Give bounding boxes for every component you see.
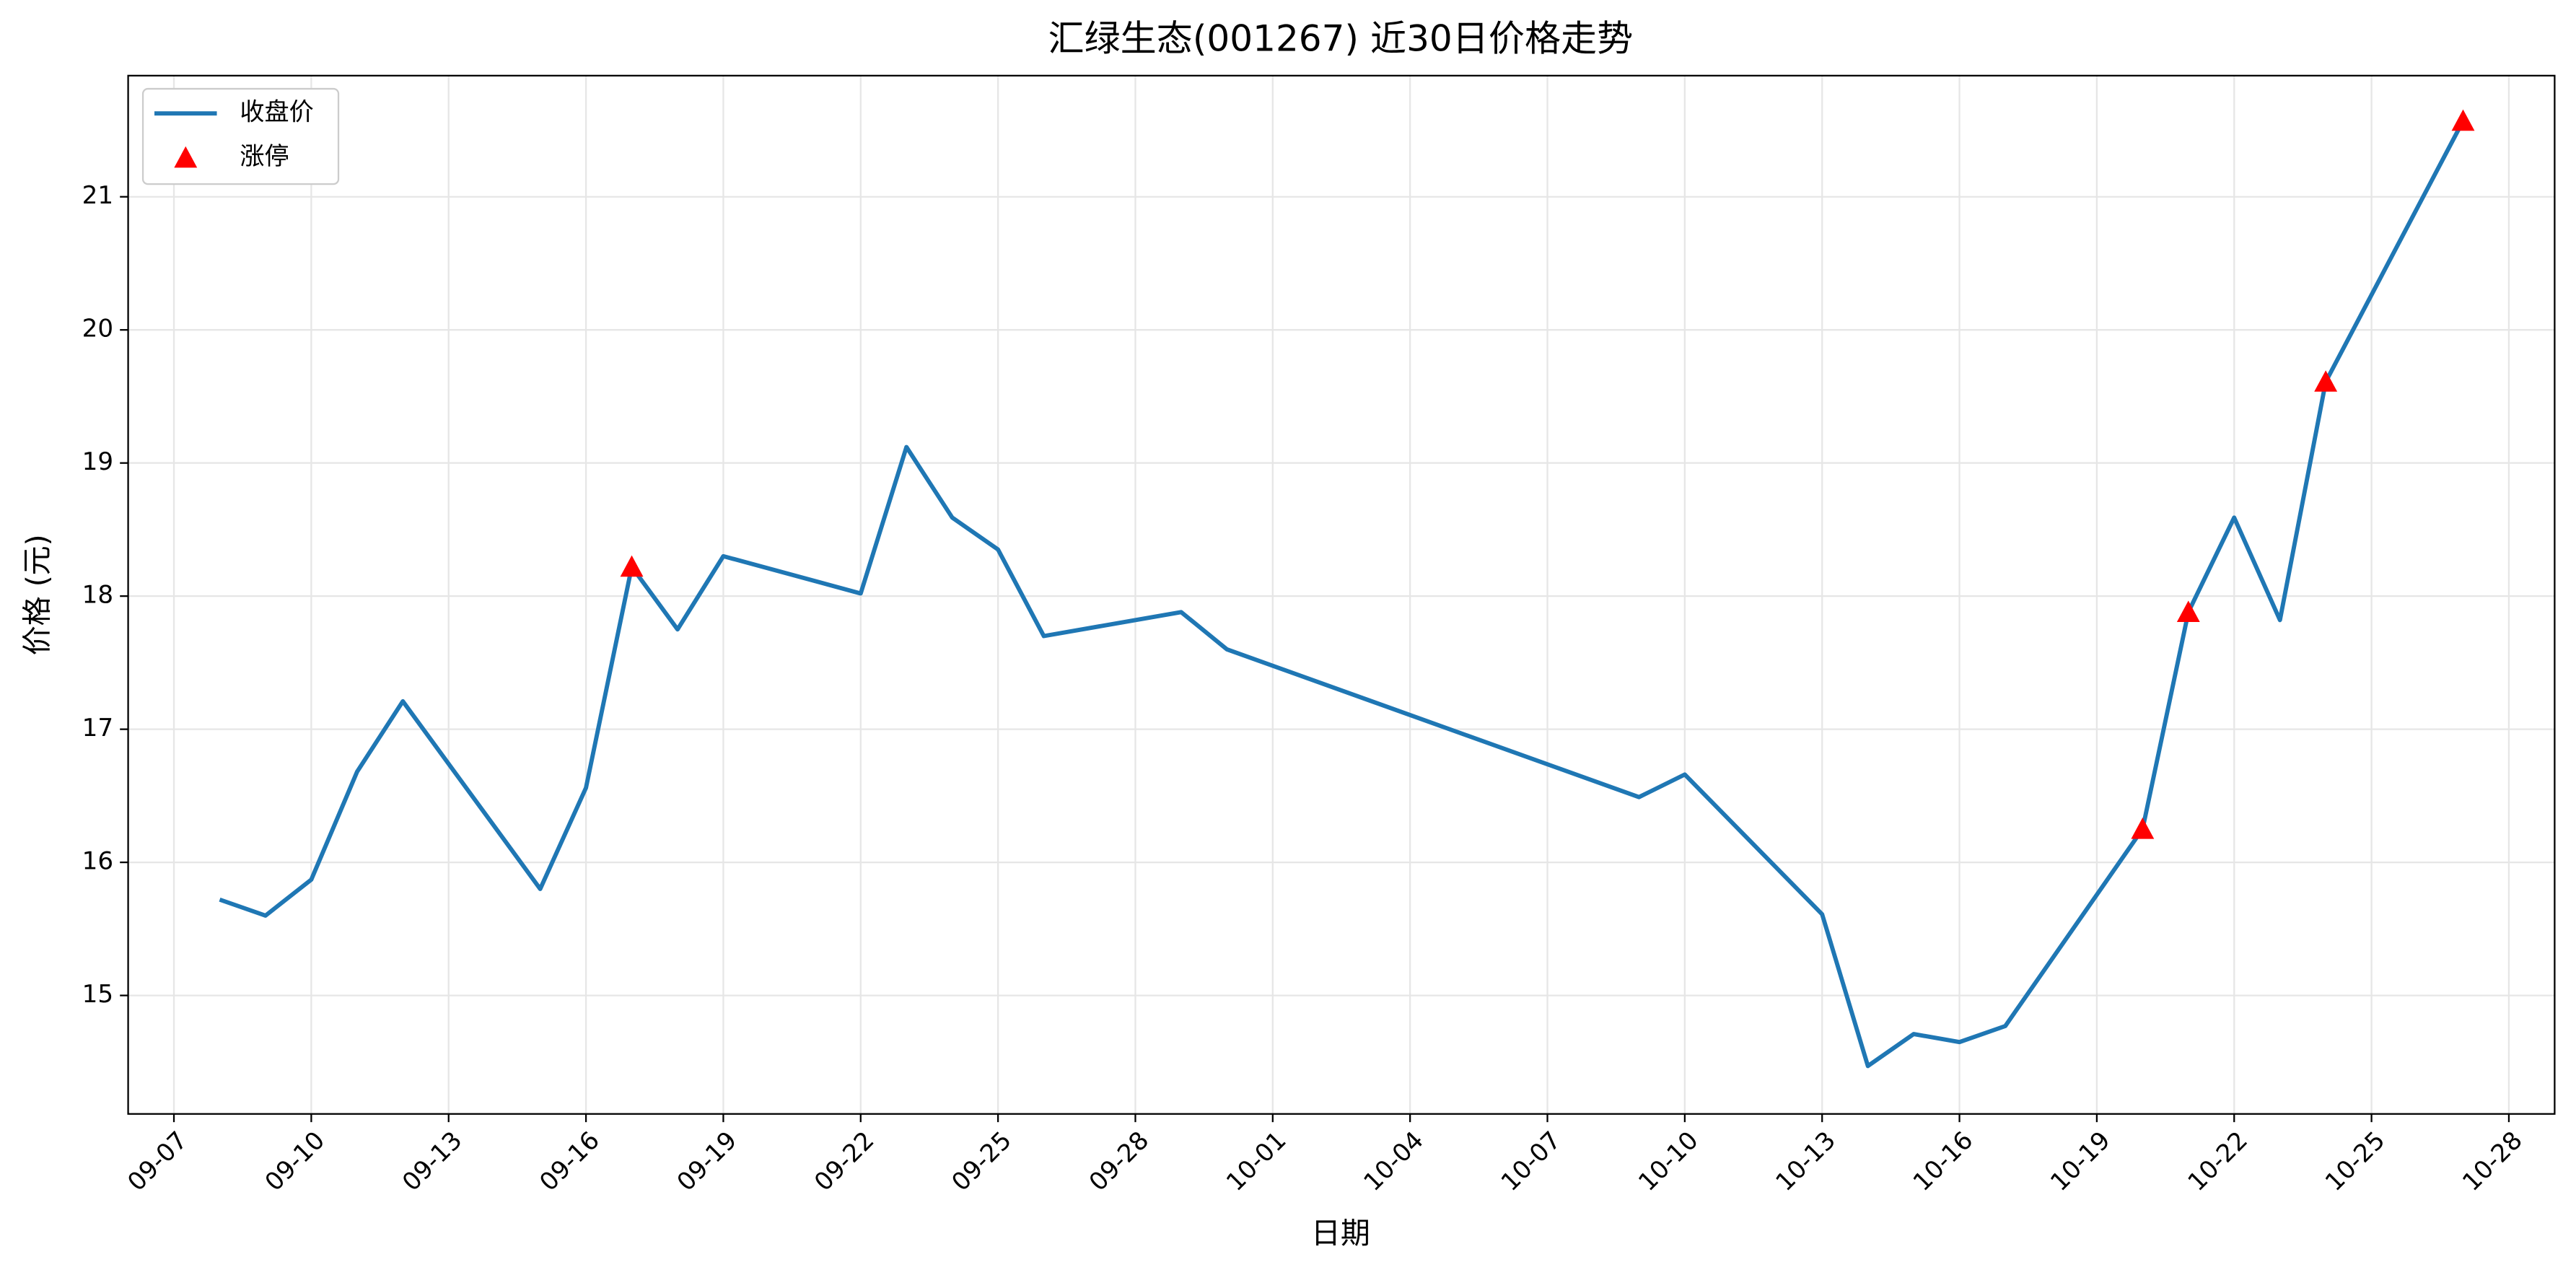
limit-up-marker <box>620 555 644 577</box>
x-tick-label: 09-22 <box>809 1126 880 1196</box>
y-tick-label: 21 <box>82 181 113 210</box>
x-tick-label: 10-07 <box>1496 1126 1567 1196</box>
x-tick-label: 09-16 <box>534 1126 605 1196</box>
x-tick-label: 10-04 <box>1358 1126 1429 1196</box>
legend-swatch <box>174 146 198 168</box>
x-tick-label: 09-07 <box>122 1126 193 1196</box>
limit-up-marker <box>2451 109 2475 131</box>
limit-up-marker <box>2131 818 2155 839</box>
x-tick-label: 09-25 <box>946 1126 1017 1196</box>
x-tick-label: 10-28 <box>2457 1126 2528 1196</box>
x-tick-label: 09-19 <box>672 1126 742 1196</box>
price-line <box>219 120 2466 1069</box>
x-tick-label: 09-10 <box>260 1126 330 1196</box>
x-tick-label: 10-25 <box>2320 1126 2391 1196</box>
x-tick-label: 10-16 <box>1908 1126 1979 1196</box>
y-tick-label: 18 <box>82 581 113 610</box>
x-tick-label: 10-13 <box>1771 1126 1841 1196</box>
x-axis-label: 日期 <box>1311 1216 1370 1250</box>
y-tick-label: 20 <box>82 315 113 343</box>
x-tick-label: 10-01 <box>1221 1126 1292 1196</box>
x-tick-label: 09-28 <box>1084 1126 1155 1196</box>
y-axis-label: 价格 (元) <box>20 534 55 655</box>
plot-frame <box>127 74 2556 1115</box>
y-tick-label: 15 <box>82 980 113 1009</box>
y-tick-label: 19 <box>82 447 113 476</box>
limit-up-marker <box>2176 600 2200 622</box>
y-tick-label: 17 <box>82 714 113 742</box>
x-tick-label: 10-22 <box>2183 1126 2253 1196</box>
limit-up-marker <box>2314 370 2338 392</box>
legend-label: 涨停 <box>240 142 289 171</box>
legend-label: 收盘价 <box>240 98 313 127</box>
x-tick-label: 09-13 <box>397 1126 468 1196</box>
y-tick-label: 16 <box>82 847 113 876</box>
x-tick-label: 10-19 <box>2045 1126 2116 1196</box>
x-tick-label: 10-10 <box>1633 1126 1704 1196</box>
chart-title: 汇绿生态(001267) 近30日价格走势 <box>1048 18 1634 60</box>
